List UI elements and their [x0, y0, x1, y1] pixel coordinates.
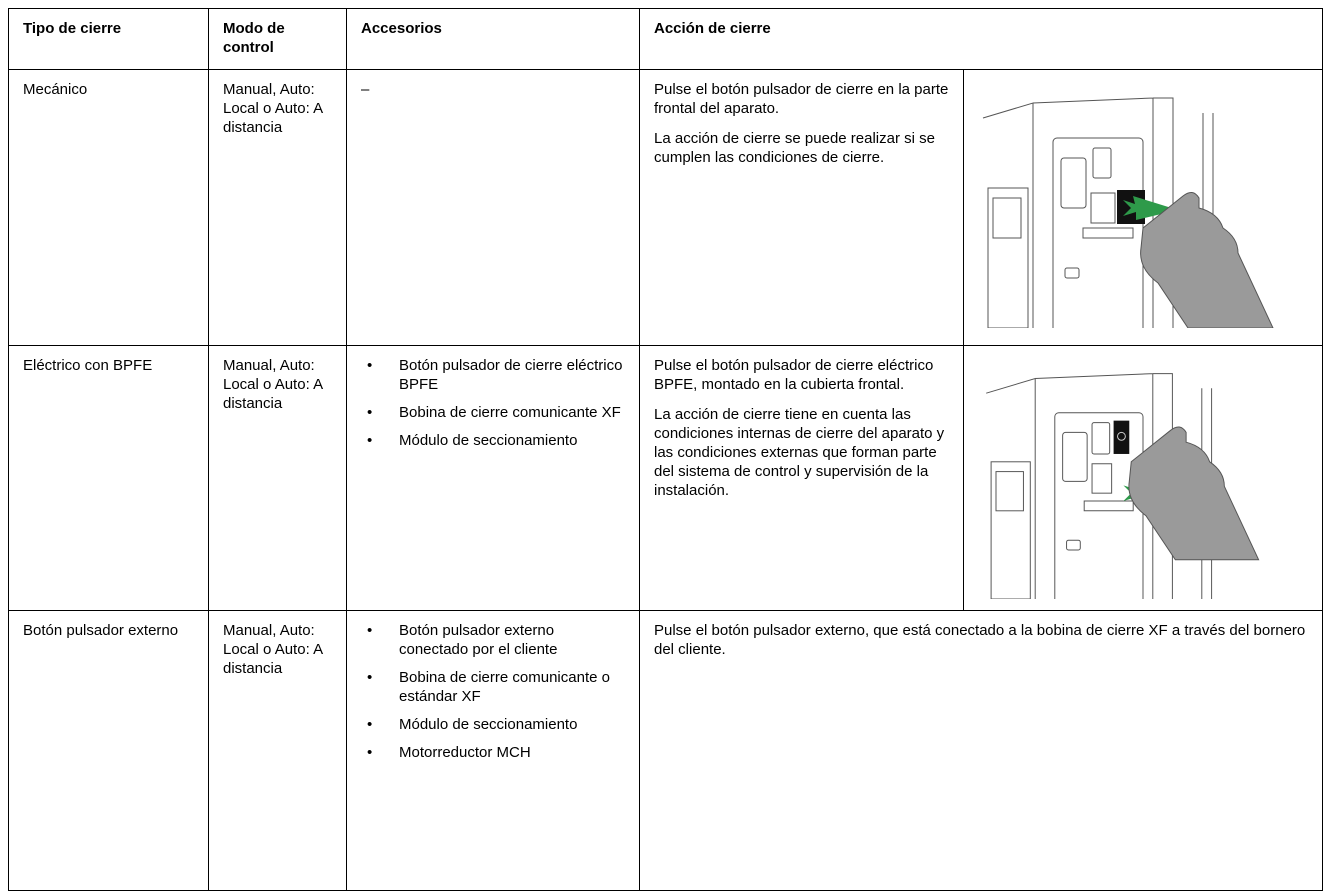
row: Botón pulsador externo Manual, Auto: Loc…	[8, 610, 1323, 891]
list: Botón pulsador de cierre eléctrico BPFE …	[361, 356, 625, 450]
accessories-cell: Botón pulsador externo conectado por el …	[346, 610, 640, 891]
list-item: Módulo de seccionamiento	[361, 715, 625, 734]
illustration	[986, 373, 1260, 599]
accessories-cell: –	[346, 69, 640, 346]
list-item: Bobina de cierre comunicante o estándar …	[361, 668, 625, 706]
header-cell: Tipo de cierre	[8, 8, 209, 70]
closing-table: Tipo de cierre Modo de control Accesorio…	[8, 8, 1323, 891]
row: Eléctrico con BPFE Manual, Auto: Local o…	[8, 345, 1323, 611]
type-cell: Eléctrico con BPFE	[8, 345, 209, 611]
mode-cell: Manual, Auto: Local o Auto: A distancia	[208, 69, 347, 346]
list-item: Botón pulsador de cierre eléctrico BPFE	[361, 356, 625, 394]
action-cell: Pulse el botón pulsador externo, que est…	[639, 610, 1323, 891]
type-cell: Mecánico	[8, 69, 209, 346]
action-cell: Pulse el botón pulsador de cierre eléctr…	[639, 345, 964, 611]
list-item: Motorreductor MCH	[361, 743, 625, 762]
action-cell: Pulse el botón pulsador de cierre en la …	[639, 69, 964, 346]
header-cell: Accesorios	[346, 8, 640, 70]
paragraph: La acción de cierre tiene en cuenta las …	[654, 406, 945, 499]
paragraph: Pulse el botón pulsador de cierre en la …	[654, 81, 949, 117]
image-cell	[963, 345, 1323, 611]
mode-cell: Manual, Auto: Local o Auto: A distancia	[208, 610, 347, 891]
header-cell: Acción de cierre	[639, 8, 1323, 70]
illustration	[982, 97, 1274, 328]
list-item: Bobina de cierre comunicante XF	[361, 403, 625, 422]
image-cell	[963, 69, 1323, 346]
paragraph: Pulse el botón pulsador externo, que est…	[654, 622, 1306, 658]
accessories-cell: Botón pulsador de cierre eléctrico BPFE …	[346, 345, 640, 611]
list-item: Módulo de seccionamiento	[361, 431, 625, 450]
header-row: Tipo de cierre Modo de control Accesorio…	[8, 8, 1323, 70]
list-item: Botón pulsador externo conectado por el …	[361, 621, 625, 659]
paragraph: La acción de cierre se puede realizar si…	[654, 130, 935, 166]
mode-cell: Manual, Auto: Local o Auto: A distancia	[208, 345, 347, 611]
type-cell: Botón pulsador externo	[8, 610, 209, 891]
list: Botón pulsador externo conectado por el …	[361, 621, 625, 762]
row: Mecánico Manual, Auto: Local o Auto: A d…	[8, 69, 1323, 346]
paragraph: Pulse el botón pulsador de cierre eléctr…	[654, 357, 934, 393]
header-cell: Modo de control	[208, 8, 347, 70]
